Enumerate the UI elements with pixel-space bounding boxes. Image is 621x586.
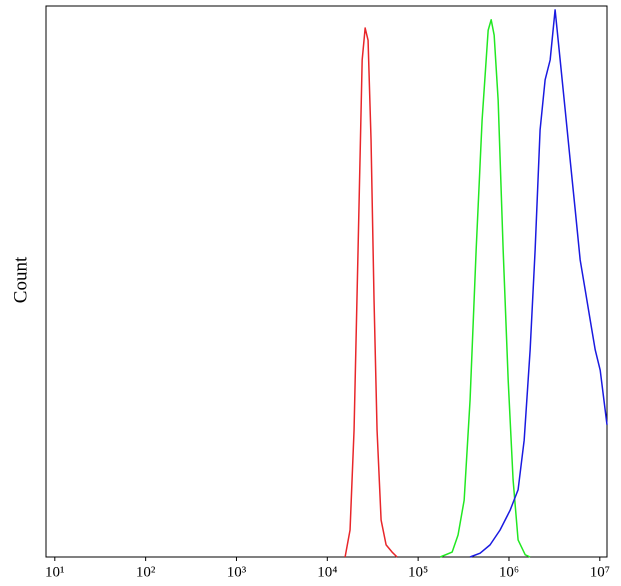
histogram-line (469, 9, 608, 558)
x-tick-label: 10³ (227, 564, 247, 580)
x-tick-label: 10⁶ (499, 564, 519, 580)
x-tick-label: 10² (136, 564, 156, 580)
histogram-line (344, 27, 398, 558)
x-tick-label: 10¹ (45, 564, 65, 580)
plot-frame (45, 5, 608, 558)
y-axis-label: Count (10, 256, 31, 303)
x-tick-label: 10⁵ (408, 564, 428, 580)
x-tick-label: 10⁷ (590, 564, 610, 580)
histogram-line (439, 19, 531, 558)
x-tick-label: 10⁴ (317, 564, 337, 580)
